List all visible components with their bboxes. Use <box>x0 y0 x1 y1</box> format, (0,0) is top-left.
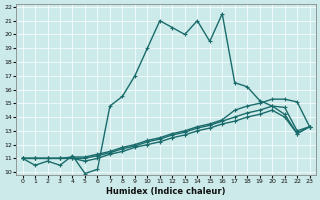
X-axis label: Humidex (Indice chaleur): Humidex (Indice chaleur) <box>106 187 226 196</box>
